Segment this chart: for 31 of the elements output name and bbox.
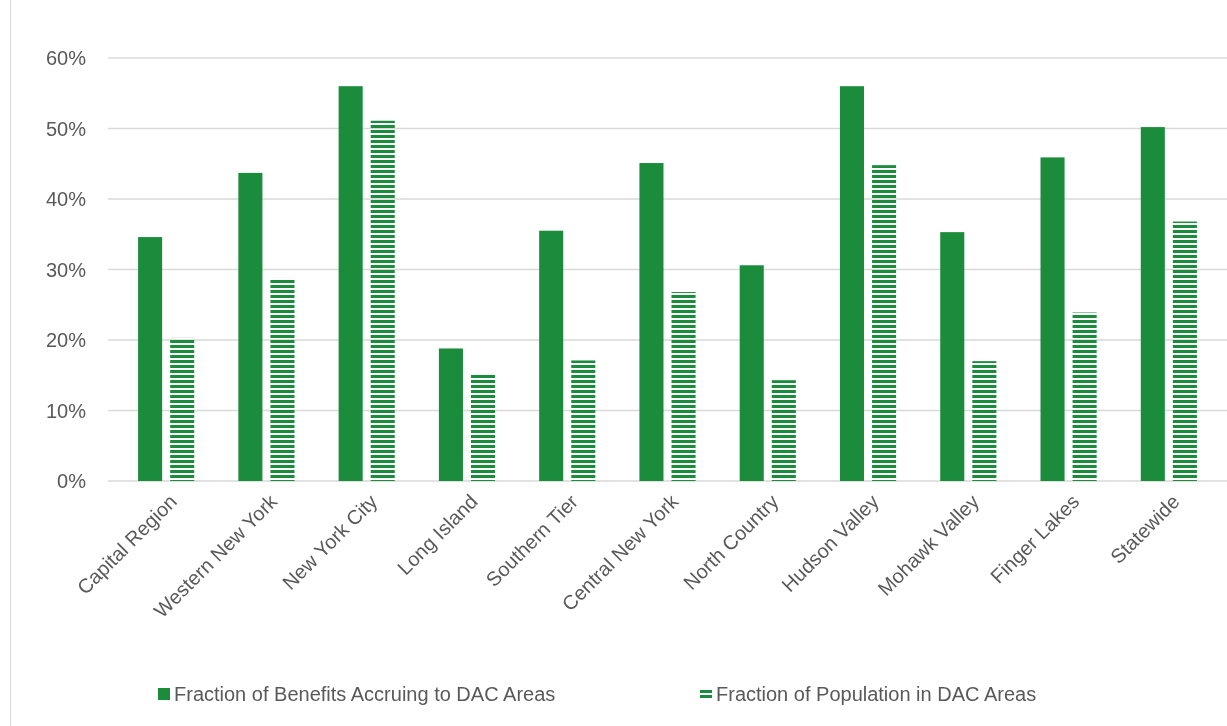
bar [639,163,664,481]
bar [771,380,796,481]
bar [238,172,263,481]
bar [470,373,496,481]
y-tick-label: 10% [45,399,87,422]
legend-label: Fraction of Benefits Accruing to DAC Areas [174,683,556,705]
bar [972,361,997,481]
bar [1140,127,1165,481]
bar [1172,221,1197,481]
bar [739,265,764,481]
bar [270,277,295,481]
y-tick-label: 20% [45,329,87,351]
bar [1040,157,1065,481]
bar [1072,312,1097,481]
bar [170,337,195,481]
y-tick-label: 60% [45,47,87,69]
bar [839,86,865,481]
y-tick-label: 40% [45,188,87,210]
bar [940,232,965,481]
bar [438,348,463,481]
bar [539,230,564,481]
bar [370,120,395,481]
bar [571,360,596,481]
bar [671,292,696,481]
bar [872,165,897,481]
legend-label: Fraction of Population in DAC Areas [716,683,1037,705]
y-tick-label: 0% [57,470,87,492]
bar [138,237,163,481]
y-tick-label: 30% [45,258,87,281]
bar [338,86,363,481]
y-tick-label: 50% [45,117,87,140]
